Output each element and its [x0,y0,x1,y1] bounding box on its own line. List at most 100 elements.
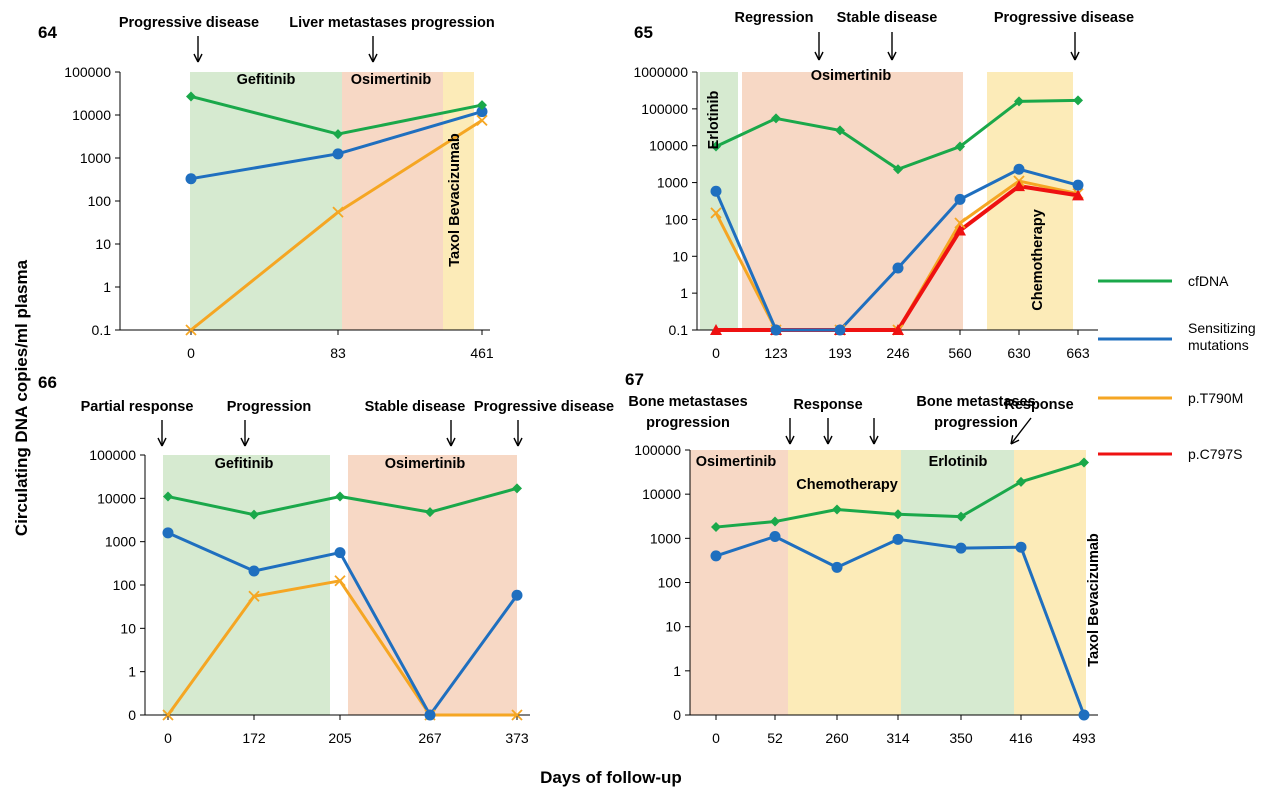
legend: cfDNA Sensitizing mutations p.T790M p.C79… [1098,273,1256,462]
panel-67-title: 67 [625,370,644,389]
panel-66-point-cfdna [425,507,435,518]
panel-67-point-cfdna [956,511,966,522]
panel-66-point-cfdna [512,483,522,494]
panel-64-annotation-arrow-1-head [368,53,378,63]
panel-66-annotation-0: Partial response [81,399,194,415]
panel-67-x-tick-label: 260 [825,730,849,746]
legend-label-sensitizing-line: mutations [1188,337,1249,353]
panel-64-point-p-t790m [332,206,344,218]
panel-64-y-tick-label: 1000 [80,150,111,166]
panel-64-annotation-arrow-1 [368,36,378,63]
panel-64-point-sensitizing-mutations [332,148,344,160]
panel-64-region-0 [190,72,342,330]
panel-66-point-cfdna [163,491,173,502]
panel-67-region-label-3: Taxol Bevacizumab [1086,533,1102,667]
panel-67-annotation-2-line2: progression [934,415,1018,431]
panel-65-annotation-2: Progressive disease [994,10,1134,26]
panel-65-point-sensitizing-mutations [1013,163,1025,175]
panel-64-region-label-2: Taxol Bevacizumab [447,133,463,267]
panel-65-region-label-0: Erlotinib [706,90,722,149]
panel-65-x-tick-label: 193 [828,345,852,361]
panel-66-point-sensitizing-mutations [511,589,523,601]
panel-67-y-tick-label: 0 [673,707,681,723]
panel-64-point-p-t790m [476,114,488,127]
panel-67-region-label-2: Erlotinib [929,454,988,470]
panel-65-annotation-arrow-2 [1070,32,1080,61]
panel-66-x-tick-label: 205 [328,730,352,746]
panel-67-y-tick-label: 1000 [650,530,681,546]
panel-64-point-cfdna [333,129,343,140]
panel-64-point-cfdna [477,100,487,111]
panel-65-y-tick-label: 1000 [657,175,688,191]
panel-66-annotation-arrow-0 [157,420,167,447]
panel-67-x-tick-label: 493 [1072,730,1096,746]
panel-66-point-cfdna [249,509,259,520]
panel-64-annotation-1: Liver metastases progression [289,15,495,31]
panel-65-point-sensitizing-mutations [834,324,846,336]
panel-64-y-tick-label: 10 [95,236,111,252]
panel-67-annotation-arrow-3-head [1010,435,1020,445]
panel-65-point-cfdna [835,125,845,136]
panel-65-x-tick-label: 0 [712,345,720,361]
panel-65-y-tick-label: 1 [680,285,688,301]
panel-67-region-3 [1014,450,1086,715]
panel-67-annotation-arrow-extra-0-head [785,435,795,445]
panel-65-annotation-0: Regression [735,10,814,26]
panel-66-annotation-arrow-1 [240,420,250,447]
panel-65-x-tick-label: 246 [886,345,910,361]
panel-64-point-sensitizing-mutations [476,106,488,118]
panel-67-region-2 [901,450,1014,715]
legend-label-t790m: p.T790M [1188,390,1243,406]
panel-64-point-p-t790m [185,324,197,336]
panel-66-region-1 [348,455,517,715]
panel-67-annotation-arrow-1-head [823,435,833,445]
panel-66-point-p-t790m [511,709,523,721]
panel-65-region-label-1: Osimertinib [811,68,892,84]
panel-66-y-tick-label: 100 [113,577,137,593]
panel-66-annotation-arrow-3-head [513,437,523,447]
panel-66-x-tick-label: 0 [164,730,172,746]
panel-66-point-sensitizing-mutations [424,709,436,721]
panel-66-x-tick-label: 267 [418,730,442,746]
panel-64-point-sensitizing-mutations [185,173,197,185]
panel-67-y-tick-label: 1 [673,663,681,679]
legend-label-cfdna: cfDNA [1188,273,1229,289]
panel-65-point-cfdna [1073,95,1083,106]
panel-67-point-cfdna [1079,457,1089,468]
panel-65-x-tick-label: 123 [764,345,788,361]
panel-66-point-sensitizing-mutations [162,527,174,539]
panel-66-y-tick-label: 1000 [105,534,136,550]
panel-65-point-p-c797s [1072,189,1084,201]
panel-65-annotation-arrow-1-head [887,51,897,61]
panel-65-y-tick-label: 10 [672,248,688,264]
panel-67-y-tick-label: 10 [665,619,681,635]
panel-65-x-tick-label: 663 [1066,345,1090,361]
panel-65-point-cfdna [1014,96,1024,107]
panel-64-point-cfdna [186,91,196,102]
panel-64-annotation-arrow-0 [193,36,203,63]
panel-66-annotation-arrow-2-head [446,437,456,447]
legend-label-sensitizing-line: Sensitizing [1188,320,1256,336]
panel-67-annotation-2: Bone metastases [916,394,1035,410]
panel-66-annotation-arrow-2 [446,420,456,447]
x-axis-title: Days of follow-up [540,768,682,787]
panel-65-point-sensitizing-mutations [710,185,722,197]
panel-67-point-sensitizing-mutations [831,561,843,573]
panel-67-y-tick-label: 100000 [634,442,681,458]
panel-67-annotation-0-line2: progression [646,415,730,431]
panel-66-y-tick-label: 100000 [89,447,136,463]
panel-66-annotation-1: Progression [227,399,312,415]
panel-67-x-tick-label: 350 [949,730,973,746]
y-axis-title: Circulating DNA copies/ml plasma [12,259,31,536]
panel-65-point-sensitizing-mutations [1072,179,1084,191]
panel-66-x-tick-label: 373 [505,730,529,746]
panel-67-annotation-arrow-extra-1 [869,418,879,445]
panel-65-point-cfdna [893,164,903,175]
panel-67-point-cfdna [1016,476,1026,487]
panel-67-y-tick-label: 10000 [642,486,681,502]
panel-67-annotation-arrow-1 [823,418,833,445]
panel-64-y-tick-label: 10000 [72,107,111,123]
panel-65-annotation-arrow-0 [814,32,824,61]
panel-67-annotation-3: Response [1004,397,1073,413]
